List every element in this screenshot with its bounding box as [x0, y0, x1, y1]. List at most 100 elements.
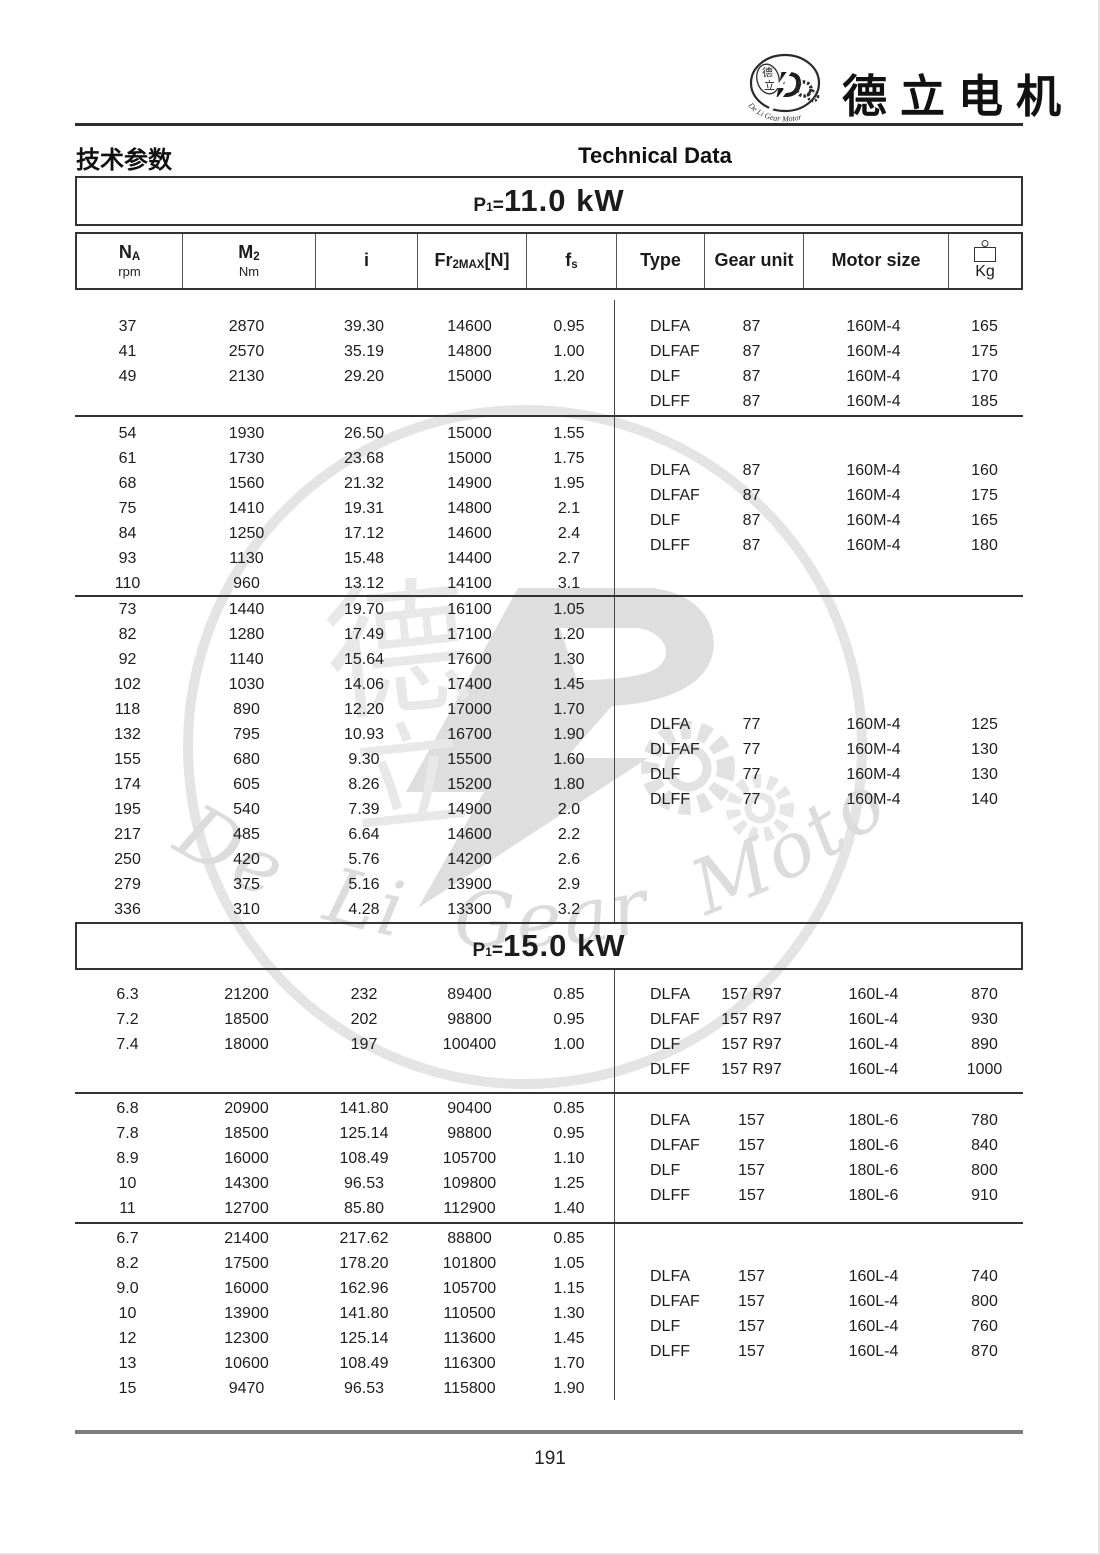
cell-type: DLFAF [650, 343, 700, 360]
cell-fs: 0.95 [553, 318, 585, 335]
cell-gear-unit: 157 R97 [721, 1036, 782, 1053]
table-row: 54 1930 26.50 15000 1.55 [75, 421, 614, 446]
table-row: 195 540 7.39 14900 2.0 [75, 797, 614, 822]
cell-fs: 1.05 [553, 1255, 585, 1272]
cell-i: 39.30 [343, 318, 385, 335]
power-value: 15.0 kW [503, 928, 626, 963]
cell-motor-size: 160M-4 [846, 368, 901, 385]
cell-fs: 1.30 [553, 651, 585, 668]
cell-fs: 1.55 [553, 425, 585, 442]
cell-motor-size: 160M-4 [846, 393, 901, 410]
table-row: 84 1250 17.12 14600 2.4 [75, 521, 614, 546]
cell-kg: 180 [971, 537, 998, 554]
cell-motor-size: 160L-4 [848, 1268, 899, 1285]
cell-gear-unit: 77 [742, 791, 761, 808]
table-row: 68 1560 21.32 14900 1.95 [75, 471, 614, 496]
table-row: 82 1280 17.49 17100 1.20 [75, 622, 614, 647]
variant-row: DLFF 157 160L-4 870 [615, 1339, 1023, 1364]
cell-type: DLF [650, 368, 681, 385]
table-row: 250 420 5.76 14200 2.6 [75, 847, 614, 872]
cell-type: DLFF [650, 1061, 690, 1078]
cell-i: 202 [350, 1011, 378, 1028]
cell-motor-size: 160L-4 [848, 986, 899, 1003]
col-header-na: NA rpm [118, 242, 141, 279]
cell-na: 8.9 [116, 1150, 139, 1167]
cell-na: 132 [114, 726, 141, 743]
cell-m2: 16000 [224, 1280, 269, 1297]
variant-row: DLFA 87 160M-4 160 [615, 458, 1023, 483]
cell-gear-unit: 87 [742, 487, 761, 504]
cell-kg: 910 [971, 1187, 998, 1204]
cell-motor-size: 160L-4 [848, 1293, 899, 1310]
cell-type: DLF [650, 512, 681, 529]
cell-m2: 420 [233, 851, 260, 868]
cell-na: 9.0 [116, 1280, 139, 1297]
cell-gear-unit: 87 [742, 462, 761, 479]
cell-motor-size: 160M-4 [846, 462, 901, 479]
cell-fr2max: 100400 [442, 1036, 497, 1053]
cell-fs: 2.6 [557, 851, 581, 868]
cell-i: 29.20 [343, 368, 385, 385]
cell-kg: 890 [971, 1036, 998, 1053]
brand-name-chinese: 德立电机 [842, 72, 1075, 122]
cell-gear-unit: 157 [738, 1268, 765, 1285]
cell-fs: 1.70 [553, 1355, 585, 1372]
power-banner-11kw: P 1 = 11.0 kW [75, 176, 1023, 226]
cell-kg: 1000 [966, 1061, 1003, 1078]
cell-fs: 0.85 [553, 1100, 585, 1117]
col-header-fr2max: Fr2MAX[N] [417, 234, 526, 288]
data-block: 54 1930 26.50 15000 1.55 61 1730 23.68 1… [75, 417, 1023, 597]
cell-kg: 800 [971, 1293, 998, 1310]
cell-m2: 605 [233, 776, 260, 793]
cell-m2: 310 [233, 901, 260, 918]
cell-na: 279 [114, 876, 141, 893]
cell-kg: 760 [971, 1318, 998, 1335]
cell-i: 217.62 [339, 1230, 389, 1247]
table-row: 336 310 4.28 13300 3.2 [75, 897, 614, 922]
cell-fs: 1.20 [553, 368, 585, 385]
cell-na: 84 [118, 525, 137, 542]
cell-fr2max: 17100 [447, 626, 492, 643]
table-row: 8.2 17500 178.20 101800 1.05 [75, 1251, 614, 1276]
table-row: 75 1410 19.31 14800 2.1 [75, 496, 614, 521]
logo-char-top: 德 [762, 65, 773, 79]
table-row: 217 485 6.64 14600 2.2 [75, 822, 614, 847]
cell-i: 35.19 [343, 343, 385, 360]
cell-motor-size: 160M-4 [846, 512, 901, 529]
cell-type: DLF [650, 1036, 681, 1053]
variant-row: DLFAF 87 160M-4 175 [615, 483, 1023, 508]
cell-na: 92 [118, 651, 137, 668]
cell-motor-size: 180L-6 [848, 1162, 899, 1179]
cell-fs: 0.95 [553, 1011, 585, 1028]
col-header-gear-unit: Gear unit [704, 234, 803, 288]
cell-i: 19.70 [343, 601, 385, 618]
cell-kg: 130 [971, 741, 998, 758]
cell-i: 96.53 [343, 1380, 385, 1397]
cell-m2: 1140 [229, 651, 264, 668]
cell-type: DLFA [650, 462, 691, 479]
table-row: 6.8 20900 141.80 90400 0.85 [75, 1096, 614, 1121]
table-row: 49 2130 29.20 15000 1.20 [75, 364, 614, 389]
cell-type: DLFF [650, 537, 690, 554]
cell-m2: 1280 [228, 626, 265, 643]
cell-m2: 2130 [228, 368, 265, 385]
footer-rule [75, 1430, 1023, 1434]
cell-na: 11 [119, 1200, 136, 1217]
cell-i: 26.50 [343, 425, 385, 442]
cell-fr2max: 14600 [447, 826, 492, 843]
technical-data-table: P 1 = 11.0 kW NA rpm M2 Nm i Fr2MAX[N] fs [75, 176, 1023, 1400]
cell-i: 10.93 [343, 726, 385, 743]
cell-fr2max: 98800 [447, 1125, 492, 1142]
col-header-fs: fs [526, 234, 616, 288]
col-header-kg: Kg [948, 234, 1021, 288]
cell-fr2max: 14400 [447, 550, 492, 567]
variant-row: DLFF 77 160M-4 140 [615, 787, 1023, 812]
table-row: 8.9 16000 108.49 105700 1.10 [75, 1146, 614, 1171]
table-row: 155 680 9.30 15500 1.60 [75, 747, 614, 772]
power-prefix: P [473, 195, 487, 216]
cell-gear-unit: 87 [742, 343, 761, 360]
cell-fr2max: 105700 [442, 1150, 497, 1167]
table-row: 61 1730 23.68 15000 1.75 [75, 446, 614, 471]
table-row: 110 960 13.12 14100 3.1 [75, 571, 614, 596]
cell-na: 10 [118, 1175, 137, 1192]
